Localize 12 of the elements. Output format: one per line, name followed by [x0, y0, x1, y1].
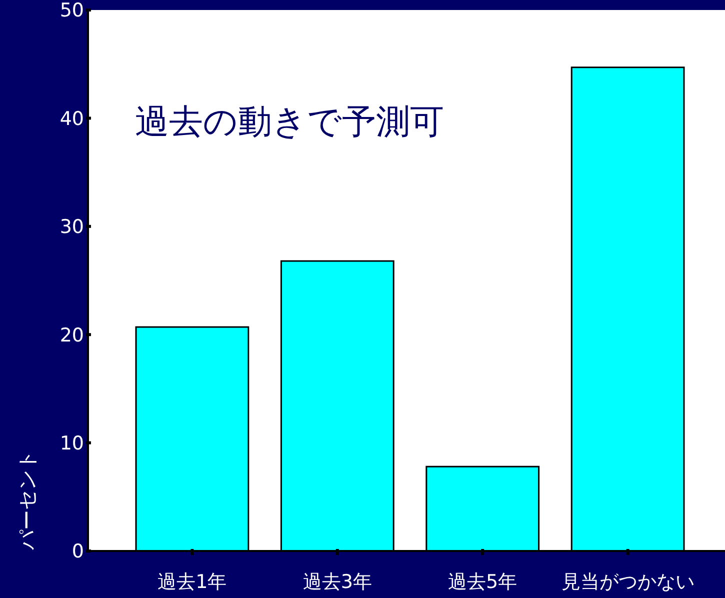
y-tick-label: 0 [72, 540, 84, 563]
y-tick-label: 30 [60, 216, 84, 238]
x-tick-label: 過去3年 [302, 571, 372, 593]
x-tick-label: 過去5年 [448, 571, 518, 593]
y-tick-label: 40 [60, 108, 84, 130]
y-tick-label: 20 [60, 324, 84, 346]
y-tick-label: 10 [60, 432, 84, 454]
y-tick-label: 50 [60, 0, 84, 22]
text: 過去の動きで予測可 [135, 102, 444, 142]
x-tick-label: 見当がつかない [561, 571, 694, 593]
y-axis-title: パーセント [15, 450, 39, 551]
x-tick-label: 過去1年 [158, 571, 227, 593]
